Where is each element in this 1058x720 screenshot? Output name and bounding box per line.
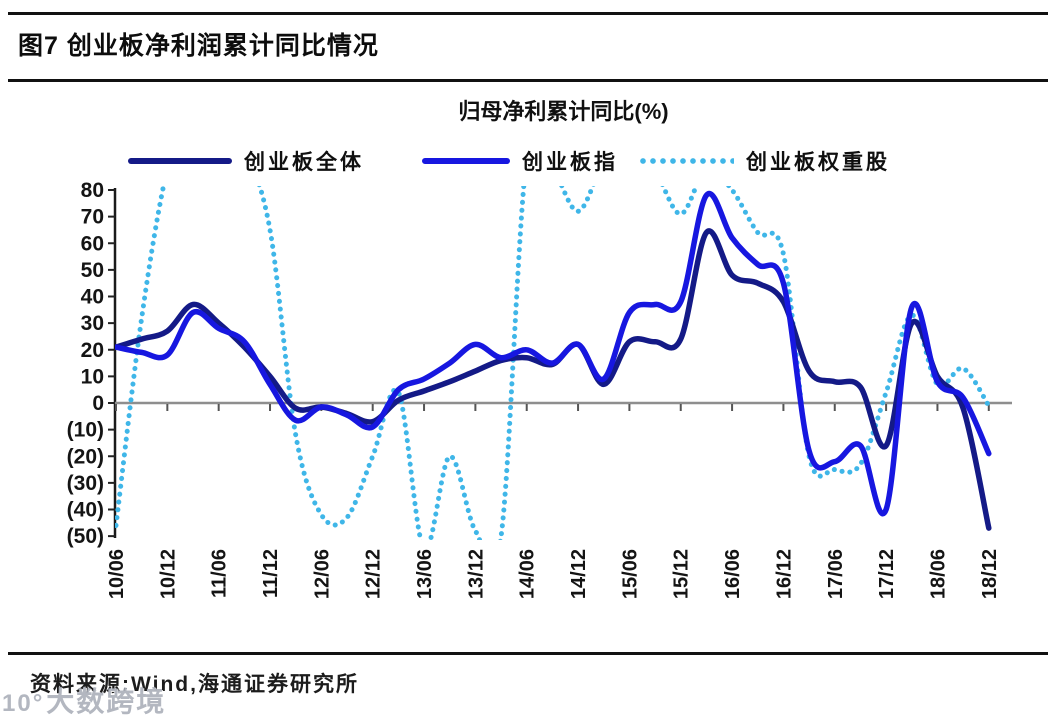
svg-text:10/12: 10/12 [157, 549, 179, 599]
svg-text:16/06: 16/06 [722, 549, 744, 599]
legend-item-all: 创业板全体 [128, 146, 364, 176]
legend-swatch-solid-navy [128, 158, 232, 164]
legend-item-index: 创业板指 [422, 146, 618, 176]
chart-legend: 创业板全体 创业板指 创业板权重股 [0, 146, 1058, 174]
source-note: 资料来源:Wind,海通证券研究所 [30, 673, 359, 696]
svg-text:80: 80 [81, 179, 104, 202]
svg-text:17/06: 17/06 [825, 549, 847, 599]
svg-text:10/06: 10/06 [106, 549, 128, 599]
svg-text:(40): (40) [67, 499, 104, 522]
svg-text:(20): (20) [67, 445, 104, 468]
svg-text:17/12: 17/12 [876, 549, 898, 599]
svg-text:12/06: 12/06 [311, 549, 333, 599]
top-divider [8, 12, 1048, 15]
svg-text:12/12: 12/12 [363, 549, 385, 599]
svg-text:70: 70 [81, 206, 104, 229]
svg-text:14/12: 14/12 [568, 549, 590, 599]
svg-text:(30): (30) [67, 472, 104, 495]
svg-text:15/06: 15/06 [619, 549, 641, 599]
svg-text:40: 40 [81, 286, 104, 309]
svg-text:16/12: 16/12 [773, 549, 795, 599]
watermark-logo: 10° [2, 690, 45, 717]
footer-divider [8, 652, 1048, 655]
legend-swatch-solid-blue [422, 158, 510, 164]
svg-text:15/12: 15/12 [671, 549, 693, 599]
svg-text:60: 60 [81, 232, 104, 255]
svg-text:18/06: 18/06 [927, 549, 949, 599]
watermark-text: 大数跨境 [46, 686, 167, 717]
chart-title: 归母净利累计同比(%) [458, 99, 669, 124]
svg-text:13/06: 13/06 [414, 549, 436, 599]
svg-text:10: 10 [81, 365, 104, 388]
svg-text:11/06: 11/06 [209, 549, 231, 598]
svg-text:0: 0 [92, 392, 104, 415]
svg-text:11/12: 11/12 [260, 549, 282, 598]
watermark-dashukuajing: 10°大数跨境 [2, 680, 166, 720]
figure-title: 图7 创业板净利润累计同比情况 [18, 32, 379, 60]
svg-text:(50): (50) [67, 525, 104, 548]
legend-label: 创业板指 [522, 151, 618, 174]
legend-swatch-dotted [640, 158, 734, 164]
legend-item-weighted: 创业板权重股 [640, 146, 890, 176]
svg-text:13/12: 13/12 [465, 549, 487, 599]
svg-text:18/12: 18/12 [979, 549, 1001, 599]
svg-text:20: 20 [81, 339, 104, 362]
svg-text:30: 30 [81, 312, 104, 335]
legend-label: 创业板全体 [244, 151, 364, 174]
svg-text:50: 50 [81, 259, 104, 282]
svg-text:14/06: 14/06 [517, 549, 539, 599]
legend-label: 创业板权重股 [746, 151, 890, 174]
svg-text:(10): (10) [67, 419, 104, 442]
title-divider [8, 79, 1048, 82]
